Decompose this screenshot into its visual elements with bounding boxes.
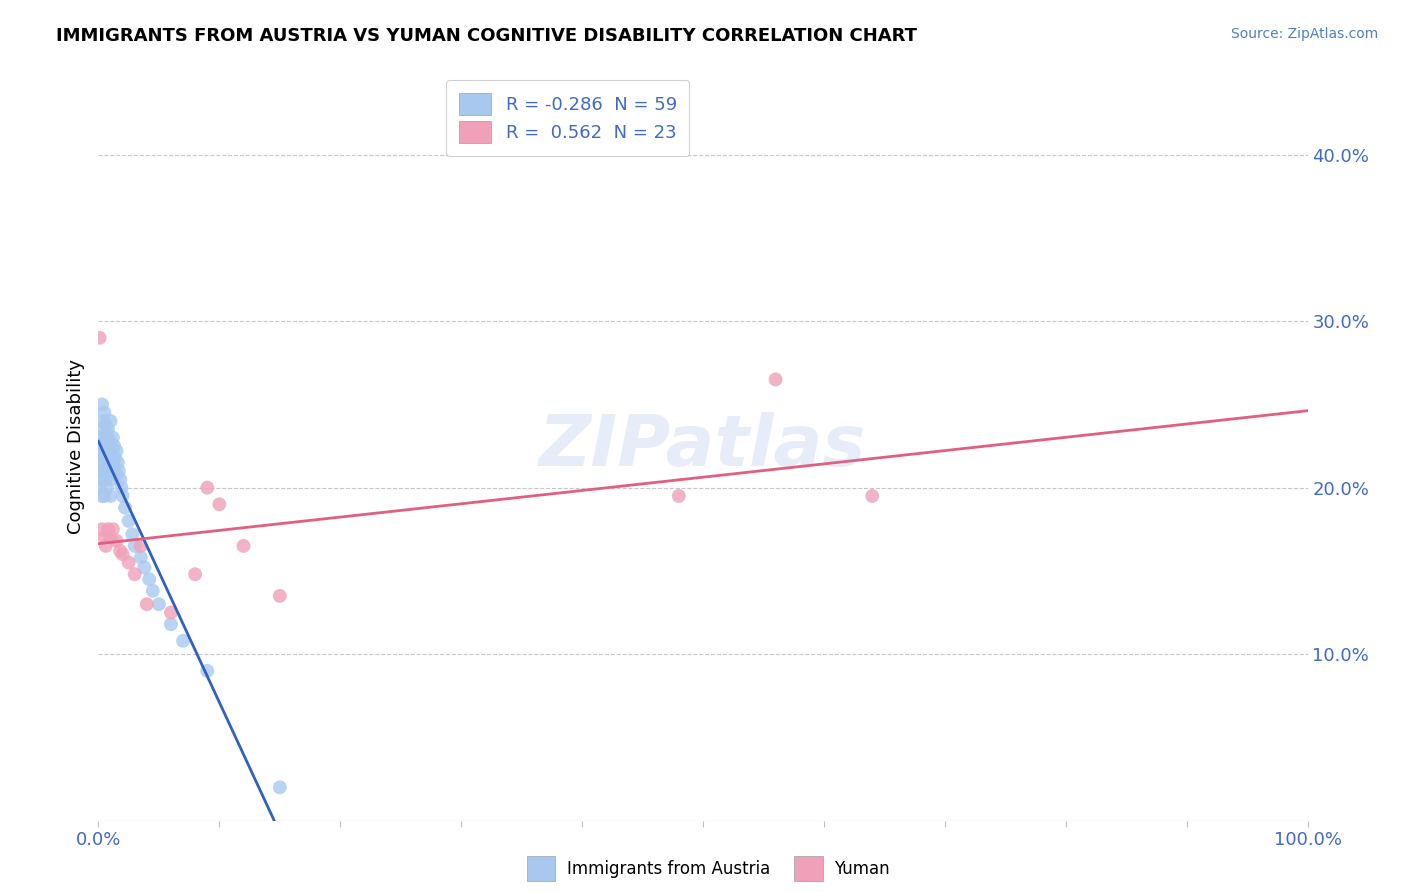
Point (96, 427, 118, 442)
Text: Yuman: Yuman (834, 860, 890, 878)
Point (135, 597, 157, 611)
Point (89, 481, 111, 495)
Point (208, 497, 231, 511)
Point (108, 464, 131, 478)
Point (172, 633, 194, 648)
Point (107, 456, 129, 470)
Point (105, 467, 128, 482)
Point (94, 539, 117, 553)
Text: ZIPatlas: ZIPatlas (540, 411, 866, 481)
Point (89, 331, 111, 345)
Point (100, 464, 122, 478)
Point (93, 406, 115, 420)
Point (98, 456, 121, 470)
Point (114, 500, 136, 515)
Point (91, 439, 114, 453)
Point (160, 617, 183, 632)
Point (100, 531, 122, 545)
Point (129, 550, 152, 565)
Point (96, 450, 118, 465)
Point (90, 472, 112, 486)
Point (98, 434, 121, 448)
Point (100, 414, 122, 428)
Point (105, 533, 128, 548)
Point (100, 489, 122, 503)
Text: Source: ZipAtlas.com: Source: ZipAtlas.com (1230, 27, 1378, 41)
Y-axis label: Cognitive Disability: Cognitive Disability (66, 359, 84, 533)
Point (93, 531, 115, 545)
Point (91, 397, 114, 411)
Point (860, 489, 883, 503)
Point (118, 514, 141, 528)
Text: Immigrants from Austria: Immigrants from Austria (567, 860, 770, 878)
Point (91, 522, 114, 536)
Point (160, 606, 183, 620)
Point (134, 560, 156, 574)
Point (195, 664, 218, 678)
Point (91, 489, 114, 503)
Point (97, 522, 120, 536)
Point (101, 456, 124, 470)
Point (103, 464, 125, 478)
Point (91, 447, 114, 461)
Point (110, 481, 132, 495)
Legend: R = -0.286  N = 59, R =  0.562  N = 23: R = -0.286 N = 59, R = 0.562 N = 23 (446, 80, 689, 156)
Point (93, 489, 115, 503)
Point (111, 489, 134, 503)
Point (103, 439, 125, 453)
Point (668, 489, 690, 503)
Point (195, 481, 218, 495)
Point (101, 522, 124, 536)
Point (105, 444, 128, 458)
Point (111, 547, 134, 561)
Point (100, 439, 122, 453)
Point (89, 447, 111, 461)
FancyBboxPatch shape (794, 856, 823, 881)
Point (142, 583, 165, 598)
Point (91, 414, 114, 428)
Point (90, 431, 112, 445)
Point (93, 456, 115, 470)
FancyBboxPatch shape (527, 856, 555, 881)
Point (124, 567, 146, 582)
Point (232, 539, 254, 553)
Point (138, 572, 160, 586)
Point (97, 422, 120, 436)
Text: IMMIGRANTS FROM AUSTRIA VS YUMAN COGNITIVE DISABILITY CORRELATION CHART: IMMIGRANTS FROM AUSTRIA VS YUMAN COGNITI… (56, 27, 917, 45)
Point (148, 597, 170, 611)
Point (93, 434, 115, 448)
Point (269, 589, 291, 603)
Point (100, 447, 122, 461)
Point (269, 780, 291, 795)
Point (108, 472, 131, 486)
Point (94, 472, 117, 486)
Point (94, 447, 117, 461)
Point (124, 539, 146, 553)
Point (94, 417, 117, 432)
Point (104, 450, 127, 465)
Point (129, 539, 152, 553)
Point (121, 527, 143, 541)
Point (89, 464, 111, 478)
Point (97, 444, 120, 458)
Point (118, 556, 141, 570)
Point (765, 372, 787, 386)
Point (108, 544, 131, 558)
Point (96, 481, 118, 495)
Point (97, 467, 120, 482)
Point (91, 422, 114, 436)
Point (100, 472, 122, 486)
Point (184, 567, 207, 582)
Point (90, 456, 112, 470)
Point (91, 464, 114, 478)
Point (101, 431, 124, 445)
